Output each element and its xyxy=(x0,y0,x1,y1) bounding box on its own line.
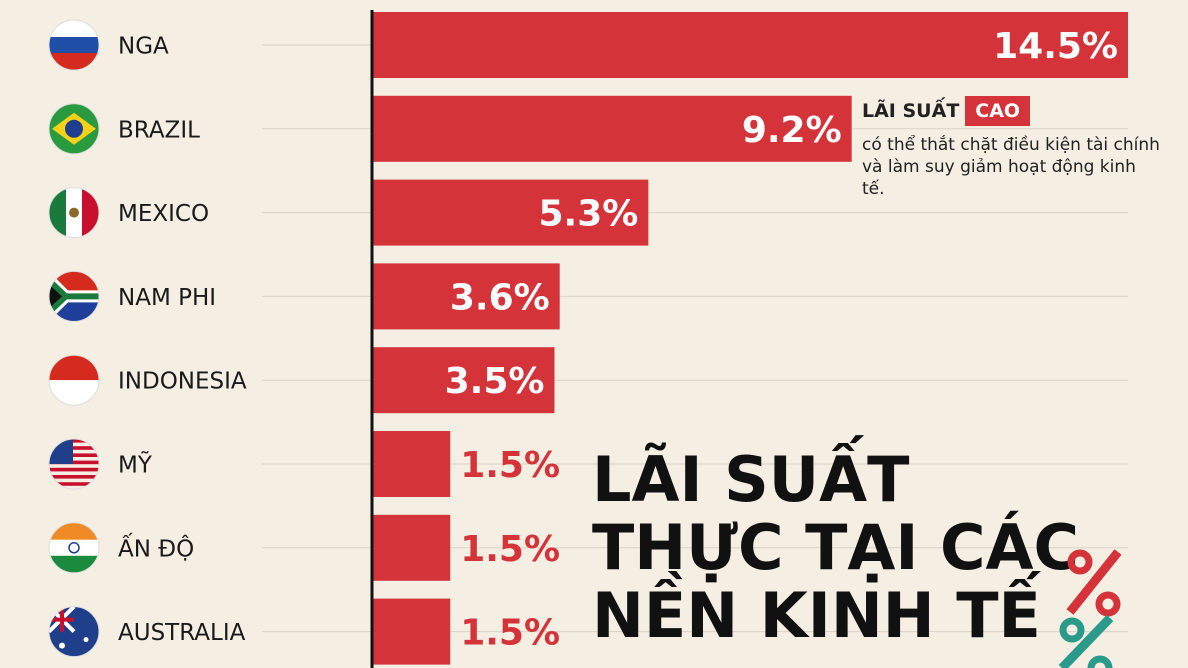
bar xyxy=(372,598,451,665)
bar xyxy=(372,95,852,162)
category-label: AUSTRALIA xyxy=(118,620,246,646)
bar xyxy=(372,179,649,246)
flag-part xyxy=(49,276,99,317)
percent-icon xyxy=(1058,549,1122,668)
annotation-text: có thể thắt chặt điều kiện tài chính và … xyxy=(862,135,1160,199)
value-label: 9.2% xyxy=(742,110,842,151)
flag-part xyxy=(49,355,99,381)
category-label: MEXICO xyxy=(118,201,209,227)
flag-part xyxy=(49,555,99,573)
flag-part xyxy=(49,37,99,53)
flag-part xyxy=(49,522,99,540)
flag-part xyxy=(49,460,99,465)
bar xyxy=(372,347,555,414)
flag-part xyxy=(69,207,79,218)
value-label: 3.6% xyxy=(450,277,550,318)
category-label: INDONESIA xyxy=(118,369,247,395)
flag-part xyxy=(59,642,65,649)
flag-part xyxy=(49,380,99,406)
annotation-heading: LÃI SUẤT xyxy=(862,100,960,122)
flag xyxy=(49,271,99,322)
flag-ring xyxy=(48,187,100,239)
flag-ring xyxy=(48,103,100,155)
flag-ring xyxy=(48,354,100,406)
flag xyxy=(49,103,99,154)
category-label: NAM PHI xyxy=(118,285,216,311)
flag-part xyxy=(49,467,99,472)
flag-ring xyxy=(48,606,100,658)
category-label: NGA xyxy=(118,34,169,60)
annotation-head: LÃI SUẤT CAO xyxy=(862,96,1162,126)
flag-part xyxy=(49,539,99,556)
category-label: MỸ xyxy=(118,451,153,479)
flag xyxy=(49,187,99,238)
value-label: 1.5% xyxy=(460,445,560,486)
flag-part xyxy=(68,542,80,554)
annotation-highlight: CAO xyxy=(965,96,1031,126)
value-label: 5.3% xyxy=(538,194,638,235)
flag-ring xyxy=(48,522,100,574)
flag-ring xyxy=(48,19,100,71)
title-line: LÃI SUẤT xyxy=(592,435,909,516)
bar xyxy=(372,263,560,330)
flag-part xyxy=(49,20,99,37)
flag-part xyxy=(65,119,83,138)
flag-ring xyxy=(48,438,100,490)
bar xyxy=(372,514,451,581)
flag-ring xyxy=(48,270,100,322)
flag-part xyxy=(49,53,99,70)
flag xyxy=(49,606,99,657)
bar xyxy=(372,12,1128,78)
category-label: BRAZIL xyxy=(118,117,200,143)
flag-part xyxy=(49,606,74,632)
flag-part xyxy=(49,446,99,450)
title: LÃI SUẤT THỰC TẠI CÁC NỀN KINH TẾ xyxy=(592,435,1079,652)
flag-part xyxy=(49,482,99,486)
flag-part xyxy=(49,439,99,443)
flag-part xyxy=(82,187,99,238)
category-label: ẤN ĐỘ xyxy=(118,532,194,562)
flag xyxy=(49,20,99,70)
flag-part xyxy=(49,453,99,457)
flag-part xyxy=(49,284,62,309)
flag-part xyxy=(49,475,99,479)
title-line: NỀN KINH TẾ xyxy=(592,571,1041,652)
flag-part xyxy=(83,637,89,643)
bar xyxy=(372,431,451,497)
value-label: 3.5% xyxy=(445,361,545,402)
flag-part xyxy=(49,187,66,238)
value-label: 1.5% xyxy=(460,529,560,570)
annotation: LÃI SUẤT CAO có thể thắt chặt điều kiện … xyxy=(862,96,1162,200)
flag xyxy=(49,522,99,573)
title-line: THỰC TẠI CÁC xyxy=(592,511,1079,584)
value-label: 1.5% xyxy=(460,613,560,654)
value-label: 14.5% xyxy=(993,26,1118,67)
